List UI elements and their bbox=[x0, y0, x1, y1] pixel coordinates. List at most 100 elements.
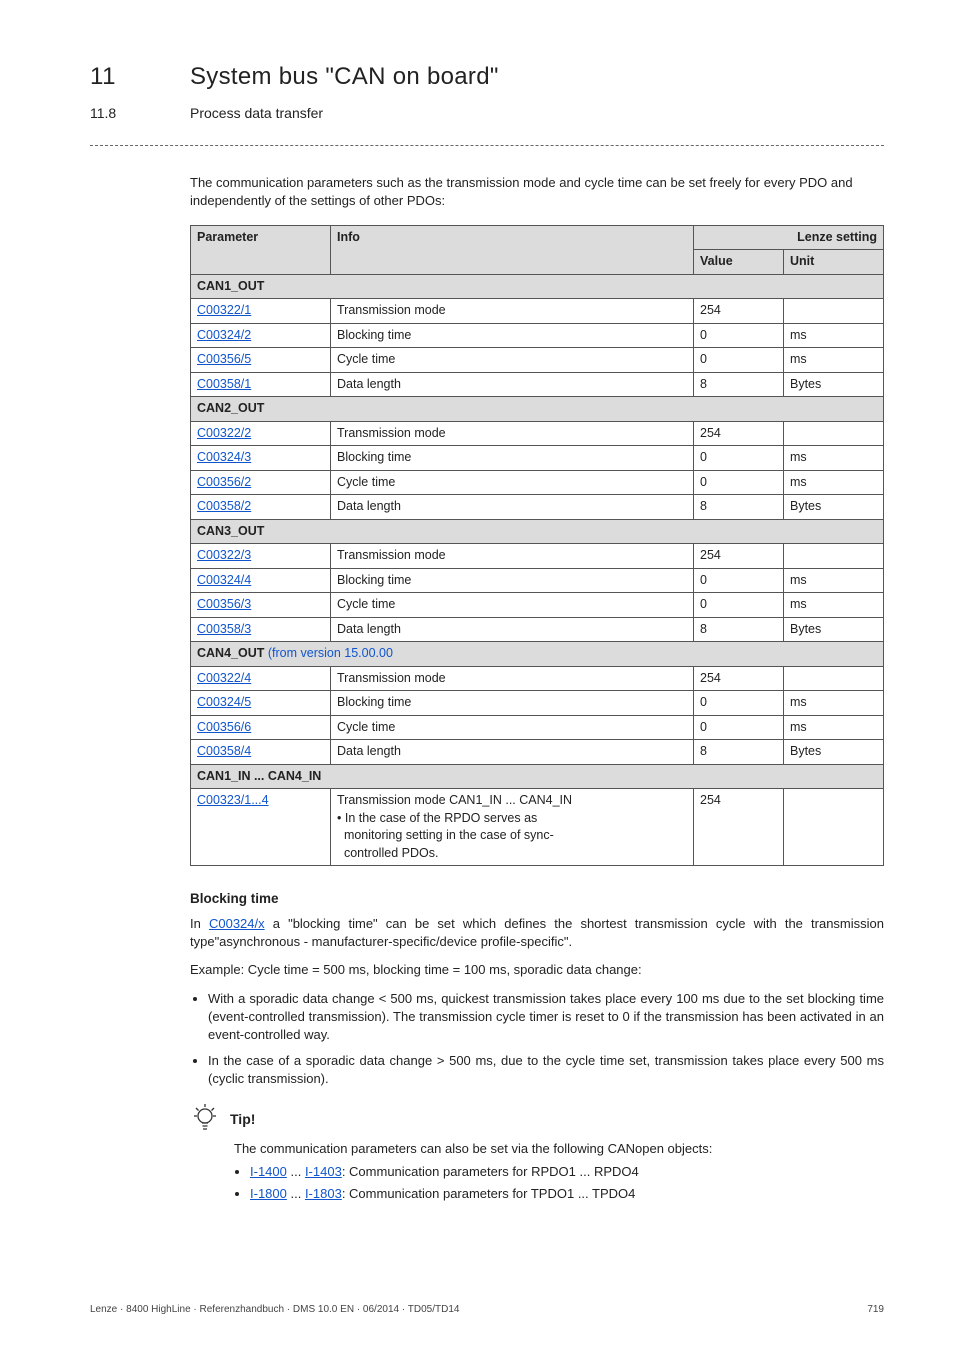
table-group: CAN3_OUT bbox=[191, 519, 884, 544]
unit-cell: ms bbox=[784, 715, 884, 740]
tip-list: I-1400 ... I-1403: Communication paramet… bbox=[234, 1163, 884, 1203]
value-cell: 254 bbox=[694, 299, 784, 324]
table-row: C00356/3 Cycle time0ms bbox=[191, 593, 884, 618]
value-cell: 254 bbox=[694, 544, 784, 569]
info-cell: Data length bbox=[331, 617, 694, 642]
blocking-title: Blocking time bbox=[190, 890, 884, 909]
param-link[interactable]: C00322/4 bbox=[197, 671, 251, 685]
value-cell: 254 bbox=[694, 421, 784, 446]
info-cell: Transmission mode bbox=[331, 421, 694, 446]
unit-cell: Bytes bbox=[784, 617, 884, 642]
value-cell: 0 bbox=[694, 691, 784, 716]
table-row: C00356/2Cycle time0ms bbox=[191, 470, 884, 495]
info-cell: Blocking time bbox=[331, 568, 694, 593]
value-cell: 254 bbox=[694, 666, 784, 691]
param-link[interactable]: C00323/1...4 bbox=[197, 793, 269, 807]
unit-cell: ms bbox=[784, 348, 884, 373]
chapter-title: System bus "CAN on board" bbox=[190, 60, 499, 94]
table-row: C00324/2 Blocking time0ms bbox=[191, 323, 884, 348]
value-cell: 0 bbox=[694, 593, 784, 618]
info-cell: Transmission mode CAN1_IN ... CAN4_IN• I… bbox=[331, 789, 694, 866]
table-row: C00324/5 Blocking time0ms bbox=[191, 691, 884, 716]
param-link[interactable]: C00358/4 bbox=[197, 744, 251, 758]
param-link[interactable]: C00358/2 bbox=[197, 499, 251, 513]
value-cell: 0 bbox=[694, 470, 784, 495]
unit-cell bbox=[784, 544, 884, 569]
blocking-para: In C00324/x a "blocking time" can be set… bbox=[190, 915, 884, 951]
lightbulb-icon bbox=[190, 1102, 220, 1136]
col-parameter: Parameter bbox=[191, 225, 331, 274]
section-number: 11.8 bbox=[90, 104, 190, 124]
table-group: CAN1_OUT bbox=[191, 274, 884, 299]
unit-cell bbox=[784, 421, 884, 446]
value-cell: 254 bbox=[694, 789, 784, 866]
table-row: C00323/1...4 Transmission mode CAN1_IN ..… bbox=[191, 789, 884, 866]
chapter-number: 11 bbox=[90, 60, 190, 94]
info-cell: Cycle time bbox=[331, 348, 694, 373]
parameter-table: Parameter Info Lenze setting Value Unit … bbox=[190, 225, 884, 867]
table-group: CAN2_OUT bbox=[191, 397, 884, 422]
info-cell: Data length bbox=[331, 740, 694, 765]
table-row: C00356/6 Cycle time0ms bbox=[191, 715, 884, 740]
tip-label: Tip! bbox=[230, 1110, 255, 1130]
list-item: In the case of a sporadic data change > … bbox=[208, 1052, 884, 1088]
footer-left: Lenze · 8400 HighLine · Referenzhandbuch… bbox=[90, 1303, 459, 1317]
unit-cell: ms bbox=[784, 446, 884, 471]
tip-link[interactable]: I-1803 bbox=[305, 1186, 342, 1201]
unit-cell: ms bbox=[784, 691, 884, 716]
tip-link[interactable]: I-1400 bbox=[250, 1164, 287, 1179]
tip-link[interactable]: I-1403 bbox=[305, 1164, 342, 1179]
unit-cell: ms bbox=[784, 323, 884, 348]
table-row: C00322/4Transmission mode254 bbox=[191, 666, 884, 691]
tip-intro: The communication parameters can also be… bbox=[234, 1140, 884, 1158]
param-link[interactable]: C00358/1 bbox=[197, 377, 251, 391]
unit-cell: ms bbox=[784, 568, 884, 593]
value-cell: 0 bbox=[694, 446, 784, 471]
col-lenze: Lenze setting bbox=[694, 225, 884, 250]
unit-cell bbox=[784, 299, 884, 324]
value-cell: 8 bbox=[694, 495, 784, 520]
footer-page: 719 bbox=[867, 1303, 884, 1317]
param-link[interactable]: C00322/1 bbox=[197, 303, 251, 317]
info-cell: Blocking time bbox=[331, 323, 694, 348]
param-link[interactable]: C00322/2 bbox=[197, 426, 251, 440]
table-group: CAN4_OUT (from version 15.00.00 bbox=[191, 642, 884, 667]
param-link[interactable]: C00324/5 bbox=[197, 695, 251, 709]
list-item: With a sporadic data change < 500 ms, qu… bbox=[208, 990, 884, 1045]
text: a "blocking time" can be set which defin… bbox=[190, 916, 884, 949]
table-row: C00324/4Blocking time0ms bbox=[191, 568, 884, 593]
unit-cell bbox=[784, 666, 884, 691]
value-cell: 0 bbox=[694, 715, 784, 740]
unit-cell: ms bbox=[784, 593, 884, 618]
param-link[interactable]: C00356/5 bbox=[197, 352, 251, 366]
value-cell: 8 bbox=[694, 740, 784, 765]
link-c00324x[interactable]: C00324/x bbox=[209, 916, 265, 931]
col-value: Value bbox=[694, 250, 784, 275]
table-row: C00322/2 Transmission mode254 bbox=[191, 421, 884, 446]
table-group: CAN1_IN ... CAN4_IN bbox=[191, 764, 884, 789]
info-cell: Cycle time bbox=[331, 593, 694, 618]
param-link[interactable]: C00324/4 bbox=[197, 573, 251, 587]
param-link[interactable]: C00356/3 bbox=[197, 597, 251, 611]
divider bbox=[90, 145, 884, 146]
param-link[interactable]: C00356/6 bbox=[197, 720, 251, 734]
param-link[interactable]: C00324/3 bbox=[197, 450, 251, 464]
param-link[interactable]: C00358/3 bbox=[197, 622, 251, 636]
param-link[interactable]: C00324/2 bbox=[197, 328, 251, 342]
info-cell: Cycle time bbox=[331, 715, 694, 740]
intro-paragraph: The communication parameters such as the… bbox=[190, 174, 884, 210]
table-row: C00356/5 Cycle time0ms bbox=[191, 348, 884, 373]
info-cell: Blocking time bbox=[331, 691, 694, 716]
info-cell: Data length bbox=[331, 495, 694, 520]
param-link[interactable]: C00322/3 bbox=[197, 548, 251, 562]
list-item: I-1400 ... I-1403: Communication paramet… bbox=[250, 1163, 884, 1181]
table-row: C00322/3Transmission mode254 bbox=[191, 544, 884, 569]
value-cell: 0 bbox=[694, 348, 784, 373]
value-cell: 0 bbox=[694, 323, 784, 348]
param-link[interactable]: C00356/2 bbox=[197, 475, 251, 489]
tip-link[interactable]: I-1800 bbox=[250, 1186, 287, 1201]
unit-cell bbox=[784, 789, 884, 866]
info-cell: Blocking time bbox=[331, 446, 694, 471]
table-row: C00358/4Data length8Bytes bbox=[191, 740, 884, 765]
table-row: C00324/3 Blocking time0ms bbox=[191, 446, 884, 471]
